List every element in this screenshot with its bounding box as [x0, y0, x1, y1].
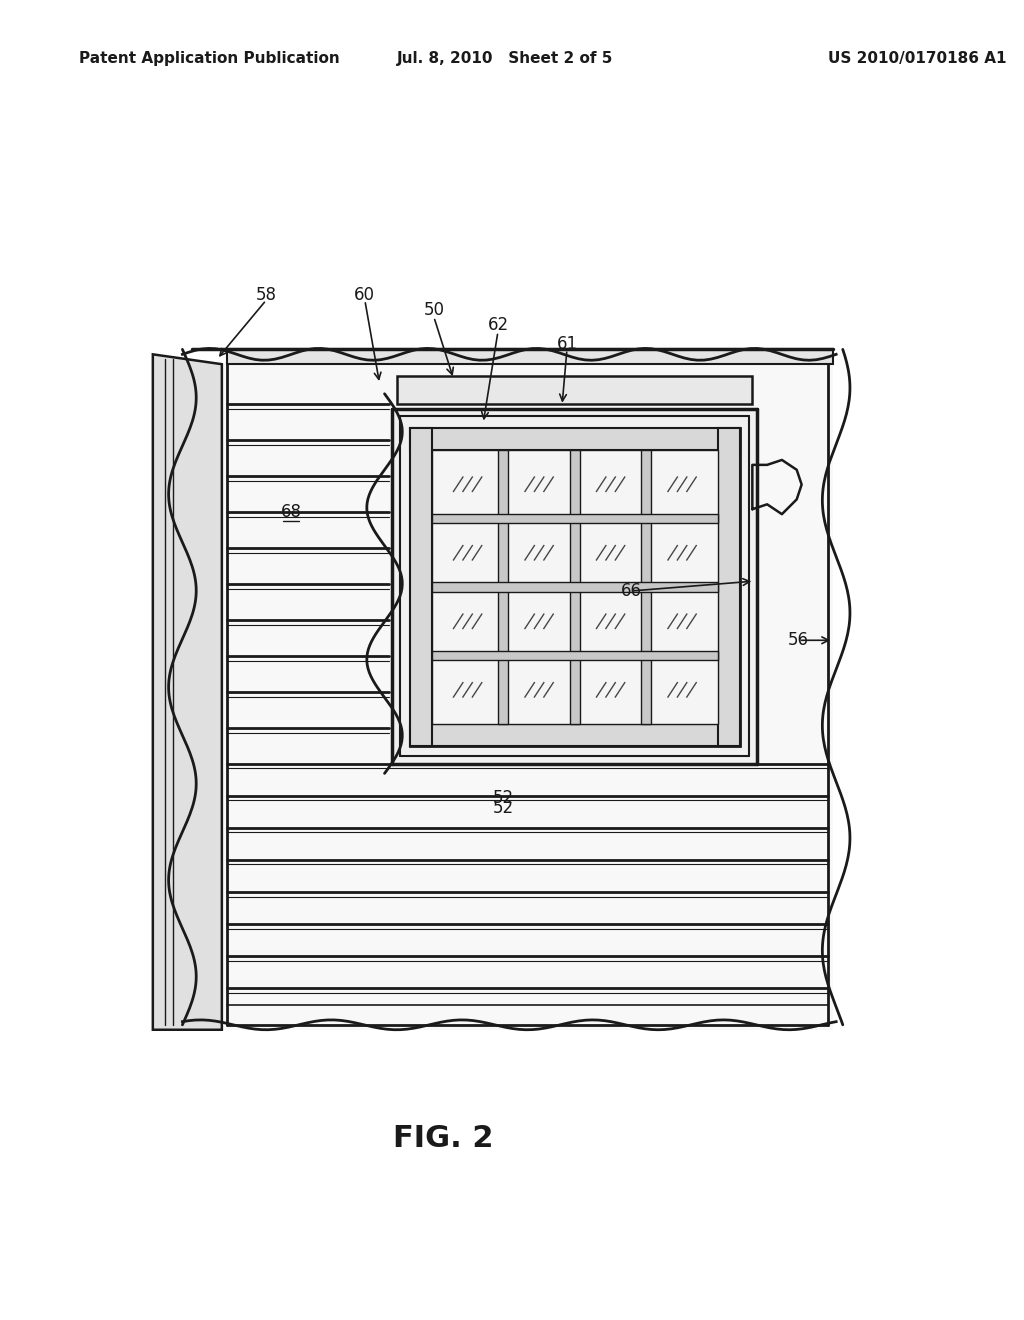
Polygon shape	[432, 651, 718, 660]
Polygon shape	[718, 428, 739, 746]
Polygon shape	[392, 409, 758, 763]
Polygon shape	[222, 364, 834, 1030]
Polygon shape	[432, 582, 718, 591]
Polygon shape	[432, 513, 718, 524]
Text: 68: 68	[281, 503, 301, 521]
Polygon shape	[641, 450, 651, 725]
Polygon shape	[432, 450, 718, 725]
Text: 50: 50	[423, 301, 444, 319]
Polygon shape	[226, 350, 834, 364]
Polygon shape	[411, 725, 739, 746]
Text: 60: 60	[354, 286, 376, 304]
Text: 58: 58	[256, 286, 276, 304]
Text: 66: 66	[621, 582, 642, 601]
Text: Jul. 8, 2010   Sheet 2 of 5: Jul. 8, 2010 Sheet 2 of 5	[396, 51, 613, 66]
Polygon shape	[411, 428, 739, 450]
Text: Patent Application Publication: Patent Application Publication	[79, 51, 340, 66]
Polygon shape	[570, 450, 580, 725]
Polygon shape	[397, 376, 753, 404]
Text: FIG. 2: FIG. 2	[393, 1123, 494, 1152]
Polygon shape	[411, 428, 739, 746]
Text: 52: 52	[493, 799, 513, 817]
Text: US 2010/0170186 A1: US 2010/0170186 A1	[827, 51, 1007, 66]
Text: 61: 61	[556, 335, 578, 354]
Polygon shape	[499, 450, 508, 725]
Polygon shape	[153, 354, 222, 1030]
Text: 56: 56	[788, 631, 809, 649]
Text: 62: 62	[487, 315, 509, 334]
Text: 52: 52	[493, 789, 513, 807]
Polygon shape	[411, 428, 432, 746]
